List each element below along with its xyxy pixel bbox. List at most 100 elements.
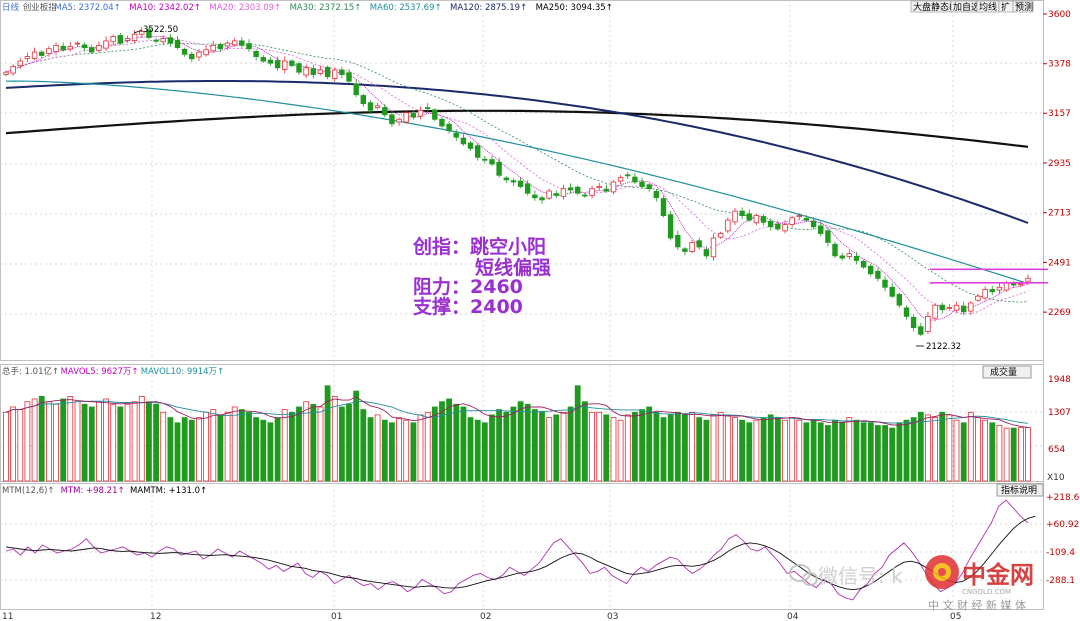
candle-body — [539, 197, 545, 201]
volume-bar — [367, 417, 374, 482]
volume-bar — [96, 401, 102, 482]
candle-body — [946, 306, 953, 309]
volume-bar — [882, 425, 888, 482]
volume-tick-label: 1307 — [1048, 408, 1071, 418]
volume-button-label: 成交量 — [990, 366, 1017, 378]
volume-bar — [896, 422, 903, 482]
candle-body — [174, 40, 181, 49]
candle-body — [267, 59, 274, 64]
candle-body — [646, 184, 652, 190]
candle-body — [217, 44, 224, 50]
volume-bar — [10, 406, 17, 482]
top-toolbar[interactable]: 大盘静态K线加自选均线扩预测 — [910, 0, 1034, 13]
volume-bar — [24, 401, 31, 482]
legend-item: MA20: 2303.09↑ — [209, 3, 281, 13]
volume-bar — [610, 417, 617, 482]
volume-bar — [739, 419, 745, 482]
candle-body — [532, 194, 538, 199]
volume-bar — [481, 422, 488, 482]
volume-bar — [396, 417, 403, 482]
candle-body — [389, 114, 395, 125]
candle-body — [417, 109, 424, 117]
volume-bar — [867, 422, 874, 482]
volume-tick-label: 654 — [1048, 445, 1065, 455]
volume-bar — [746, 422, 753, 482]
candle-body — [246, 43, 252, 50]
legend-item: MA30: 2372.15↑ — [290, 3, 362, 13]
candle-body — [710, 237, 717, 258]
legend-item: MA10: 2342.02↑ — [129, 3, 201, 13]
x-tick-label: 04 — [787, 612, 799, 621]
volume-tick-label: 1948 — [1048, 375, 1071, 385]
volume-bar — [103, 398, 109, 482]
candle-body — [560, 188, 567, 197]
candle-body — [17, 60, 23, 67]
candle-body — [489, 159, 495, 165]
volume-bar — [653, 411, 660, 482]
volume-bar — [796, 419, 803, 482]
volume-bar — [167, 417, 174, 482]
candle-body — [46, 48, 52, 55]
candle-body — [110, 36, 116, 43]
candle-body — [746, 213, 752, 221]
volume-bar — [324, 385, 331, 482]
candle-body — [482, 158, 488, 161]
candle-body — [382, 107, 388, 116]
annotation-line1: 创指：跳空小阳 — [412, 235, 546, 258]
candle-body — [31, 51, 38, 59]
candle-body — [932, 304, 938, 319]
candle-body — [239, 40, 245, 46]
volume-bar — [803, 422, 810, 482]
volume-bar — [846, 417, 853, 482]
volume-bar — [410, 422, 417, 482]
candle-body — [3, 71, 9, 75]
volume-bar — [145, 401, 152, 482]
high-value: 3522.50 — [143, 25, 178, 35]
volume-bar — [17, 409, 24, 482]
volume-bar — [810, 419, 817, 482]
candle-body — [617, 177, 624, 182]
legend-item: MAVOL10: 9914万↑ — [141, 367, 224, 377]
volume-bar — [532, 409, 538, 482]
volume-bar — [281, 409, 288, 482]
candle-body — [39, 51, 45, 56]
volume-bar — [825, 425, 831, 482]
volume-bar — [875, 425, 881, 482]
legend-item: 日线 — [2, 2, 20, 13]
price-tick-label: 3378 — [1048, 60, 1071, 70]
volume-bar — [238, 409, 245, 482]
volume-bar — [181, 417, 188, 482]
volume-bar — [296, 406, 302, 482]
volume-bar — [81, 403, 88, 482]
volume-bar — [503, 411, 510, 482]
candle-body — [818, 225, 824, 234]
candle-body — [860, 260, 867, 268]
candle-body — [839, 255, 845, 259]
volume-bars — [3, 385, 1031, 482]
mamtm-line — [5, 515, 1036, 591]
mtm-tick-label: +60.92 — [1046, 520, 1079, 530]
indicator-help-button[interactable]: 指标说明 — [996, 483, 1044, 497]
candle-body — [339, 69, 345, 75]
price-tick-label: 3157 — [1048, 109, 1071, 119]
candle-body — [260, 57, 266, 62]
volume-bar — [546, 417, 553, 482]
candle-body — [153, 39, 159, 42]
volume-bar — [496, 409, 503, 482]
candle-body — [374, 105, 381, 109]
toolbar-button-label: 均线 — [979, 1, 997, 13]
candle-body — [296, 63, 302, 73]
candle-body — [131, 33, 138, 41]
volume-bar — [939, 411, 946, 482]
volume-bar — [996, 425, 1003, 482]
price-tick-label: 3600 — [1048, 10, 1071, 20]
volume-bar — [717, 411, 724, 482]
volume-button[interactable]: 成交量 — [982, 365, 1032, 379]
ma120-line — [5, 80, 1029, 224]
legend-item: MTM: +98.21↑ — [61, 486, 125, 496]
legend-item: MA5: 2372.04↑ — [54, 3, 120, 13]
brand-site: CNGOLD.COM — [962, 588, 1011, 596]
mtm-legend: MTM(12,6)↑ MTM: +98.21↑ MAMTM: +131.0↑ — [2, 486, 207, 496]
candle-body — [67, 46, 73, 50]
